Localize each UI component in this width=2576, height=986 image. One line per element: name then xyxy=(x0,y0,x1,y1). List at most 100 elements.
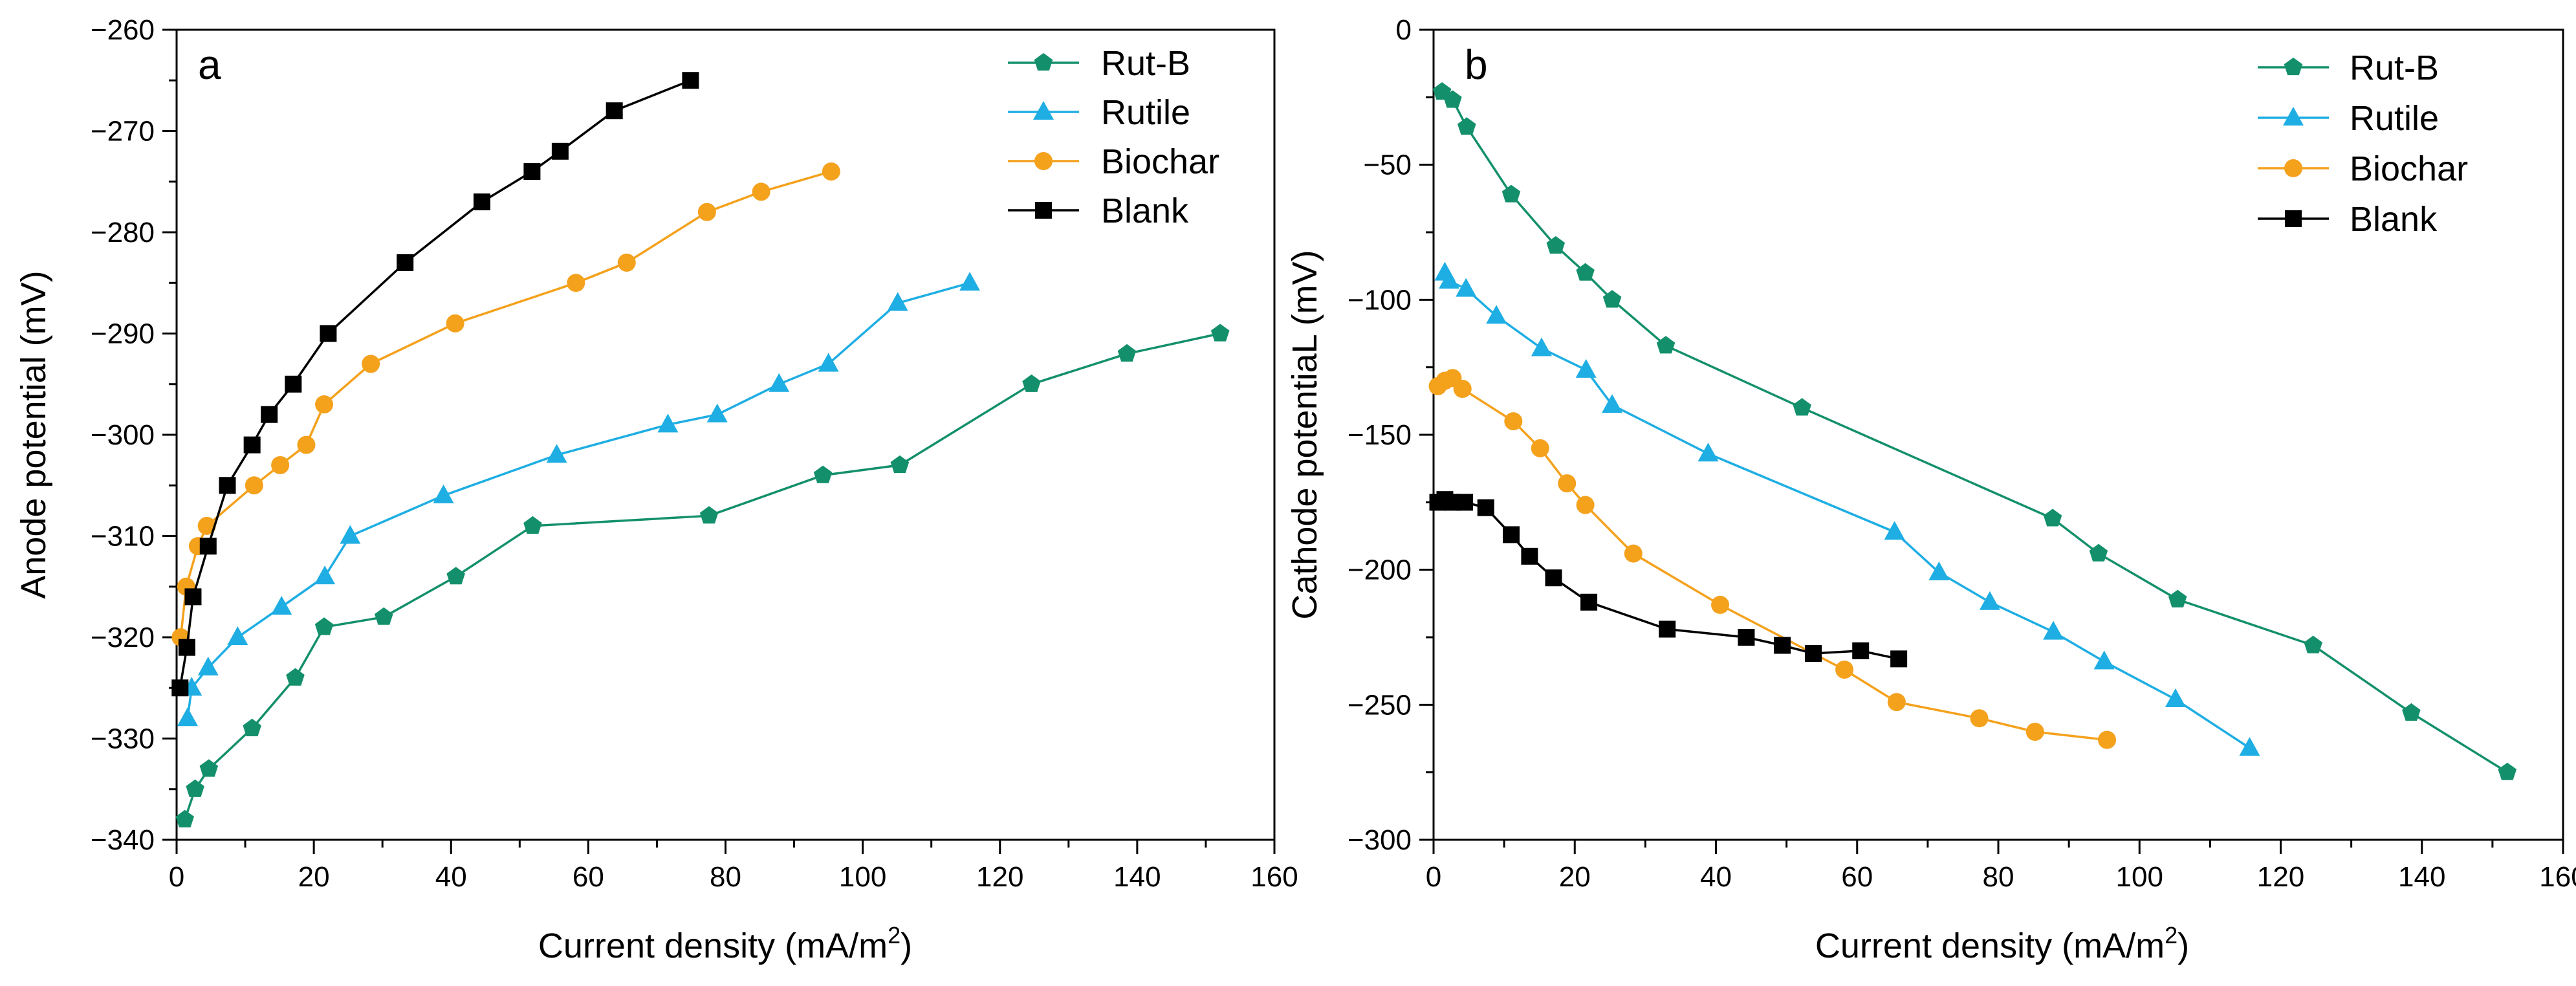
data-point xyxy=(219,477,236,494)
data-point xyxy=(523,516,542,534)
series-blank xyxy=(1429,491,1908,668)
y-tick-label: −320 xyxy=(91,622,155,653)
legend-marker xyxy=(2284,159,2302,177)
data-point xyxy=(1738,629,1755,646)
data-point xyxy=(271,596,292,615)
x-tick-label: 60 xyxy=(573,861,604,893)
data-point xyxy=(1575,358,1597,378)
data-point xyxy=(682,72,699,89)
data-point xyxy=(1805,645,1822,663)
legend-marker xyxy=(1035,202,1052,219)
series-rutile xyxy=(1434,261,2260,756)
x-axis-title: Current density (mA/m2) xyxy=(538,922,912,965)
data-point xyxy=(2093,650,2115,670)
y-tick-label: −50 xyxy=(1363,149,1412,181)
series-rut-b xyxy=(175,323,1230,827)
data-point xyxy=(271,455,290,474)
x-tick-label: 160 xyxy=(1250,861,1298,893)
legend-marker xyxy=(1034,53,1053,71)
data-point xyxy=(1624,544,1643,563)
data-point xyxy=(2043,509,2062,527)
data-point xyxy=(2089,543,2108,562)
data-point xyxy=(1884,521,1905,540)
x-tick-label: 100 xyxy=(839,861,886,893)
data-point xyxy=(822,162,840,181)
data-point xyxy=(1970,709,1989,728)
data-point xyxy=(178,639,195,656)
series-rut-b xyxy=(1432,82,2517,780)
data-point xyxy=(199,538,217,555)
x-tick-label: 60 xyxy=(1841,861,1873,893)
series-blank xyxy=(171,72,699,697)
data-point xyxy=(818,353,839,372)
data-point xyxy=(1486,305,1507,324)
data-point xyxy=(551,142,569,160)
data-point xyxy=(1835,661,1854,679)
legend-label: Rut-B xyxy=(2350,49,2439,87)
data-point xyxy=(1890,650,1908,668)
data-point xyxy=(286,668,305,686)
data-point xyxy=(184,588,202,606)
data-point xyxy=(473,193,490,211)
data-point xyxy=(657,413,679,433)
data-point xyxy=(433,484,454,503)
y-tick-label: −310 xyxy=(91,521,155,553)
data-point xyxy=(397,254,414,271)
legend-label: Biochar xyxy=(1101,142,1219,181)
x-tick-label: 140 xyxy=(2398,861,2445,893)
legend-marker xyxy=(2284,58,2303,76)
x-tick-label: 40 xyxy=(435,861,467,893)
data-point xyxy=(1117,344,1137,362)
data-point xyxy=(314,565,336,585)
panel-letter: a xyxy=(198,41,221,88)
data-point xyxy=(1887,693,1906,712)
legend-marker xyxy=(1034,152,1053,170)
legend-marker xyxy=(2283,107,2304,126)
data-point xyxy=(320,325,337,342)
y-tick-label: −250 xyxy=(1348,689,1412,721)
data-point xyxy=(171,679,189,697)
data-point xyxy=(261,406,278,423)
panel-letter: b xyxy=(1465,41,1488,88)
data-point xyxy=(1545,569,1562,587)
x-tick-label: 120 xyxy=(976,861,1023,893)
data-point xyxy=(813,465,833,483)
data-point xyxy=(297,435,316,454)
x-tick-label: 20 xyxy=(1559,861,1591,893)
x-tick-label: 160 xyxy=(2539,861,2576,893)
series-biochar xyxy=(1428,369,2117,749)
data-point xyxy=(959,272,981,291)
data-point xyxy=(567,274,585,292)
x-tick-label: 0 xyxy=(1426,861,1441,893)
data-point xyxy=(1521,547,1538,565)
data-point xyxy=(1576,263,1595,281)
data-point xyxy=(245,476,263,495)
legend-entry: Rut-B xyxy=(2258,49,2439,87)
y-tick-label: −300 xyxy=(1348,824,1412,856)
data-point xyxy=(1501,184,1521,203)
data-point xyxy=(1656,336,1675,354)
x-tick-label: 0 xyxy=(169,861,184,893)
data-point xyxy=(177,707,198,727)
data-point xyxy=(362,355,380,373)
chart-cathode-potential: 0 20 40 60 80 100 120 140 160 −300 −250 −200 −150 −10… xyxy=(1285,14,2576,965)
y-tick-label: −100 xyxy=(1348,284,1412,316)
data-point xyxy=(2165,688,2186,707)
data-point xyxy=(887,292,908,311)
y-tick-label: −340 xyxy=(91,824,155,856)
data-point xyxy=(752,182,770,201)
legend-marker xyxy=(1033,101,1054,120)
data-point xyxy=(1456,278,1477,297)
data-point xyxy=(315,395,334,414)
data-point xyxy=(1558,474,1577,493)
legend-entry: Biochar xyxy=(1008,142,1219,181)
data-point xyxy=(1979,591,2000,610)
legend-entry: Rut-B xyxy=(1008,44,1190,83)
chart-anode-potential: 0 20 40 60 80 100 120 140 160 −340 −330 −320 −310 −30… xyxy=(14,14,1298,965)
data-point xyxy=(1602,290,1622,308)
data-point xyxy=(340,525,361,544)
x-tick-label: 80 xyxy=(1983,861,2014,893)
data-point xyxy=(523,163,541,181)
x-tick-label: 40 xyxy=(1700,861,1732,893)
